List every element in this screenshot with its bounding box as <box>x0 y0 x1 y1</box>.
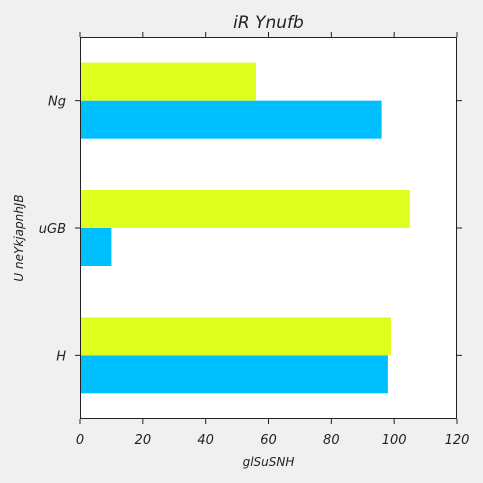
y-tick-label: H <box>56 349 66 364</box>
x-tick-label: 120 <box>445 433 470 448</box>
x-tick-label: 100 <box>382 433 407 448</box>
bar-uGB-series-2 <box>80 190 410 228</box>
y-tick-label: uGB <box>39 222 66 237</box>
x-tick-label: 40 <box>197 433 214 448</box>
plot-frame <box>80 37 457 419</box>
bar-uGB-series-1 <box>80 228 112 266</box>
bar-H-series-2 <box>80 317 392 356</box>
x-tick-label: 60 <box>260 433 277 448</box>
y-axis-label: U neYkjapnhJB <box>12 194 26 281</box>
x-tick-label: 0 <box>76 433 84 448</box>
bar-H-series-1 <box>80 355 388 394</box>
x-tick-label: 20 <box>135 433 152 448</box>
x-tick-label: 80 <box>323 433 340 448</box>
bar-Ng-series-2 <box>80 62 256 101</box>
bars-group <box>80 62 410 394</box>
x-axis-label: glSuSNH <box>243 455 295 469</box>
y-tick-label: Ng <box>48 95 66 110</box>
chart-title: iR Ynufb <box>233 13 304 33</box>
x-axis-ticks: 0 20 40 60 80 100 120 <box>76 32 470 448</box>
bar-Ng-series-1 <box>80 100 382 139</box>
